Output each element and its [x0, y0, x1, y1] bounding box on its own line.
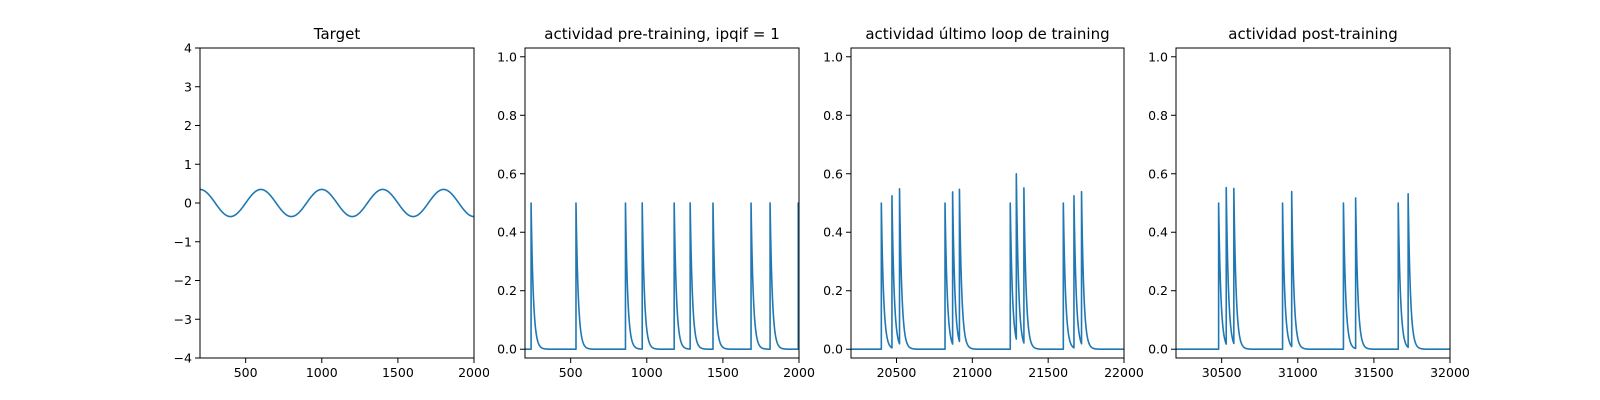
y-tick-label: −4 [174, 351, 192, 366]
y-tick-label: 1.0 [1148, 49, 1168, 64]
y-tick-label: 1 [184, 157, 192, 172]
y-tick-label: 0.4 [1148, 225, 1168, 240]
x-tick-label: 22000 [1104, 365, 1144, 380]
subplot-3: 20500 21000 21500 22000 0.0 0.2 0.4 0.6 0.8 1.0 ac… [823, 25, 1144, 380]
series-line-1-1 [200, 188, 474, 218]
series-line-3-1 [851, 173, 1124, 351]
y-tick-label: −2 [174, 273, 192, 288]
x-tick-label: 500 [234, 365, 258, 380]
y-tick-label: 0.0 [823, 342, 843, 357]
chart-title: actividad pre-training, ipqif = 1 [544, 25, 780, 43]
x-tick-label: 21000 [952, 365, 992, 380]
x-tick-label: 31000 [1278, 365, 1318, 380]
y-tick-label: 0.4 [823, 225, 843, 240]
y-tick-label: 0.6 [823, 166, 843, 181]
x-tick-label: 21500 [1028, 365, 1068, 380]
axes-frame [524, 47, 800, 359]
subplot-2: 500 1000 1500 2000 0.0 0.2 0.4 0.6 0.8 1.0 activid… [497, 25, 815, 380]
y-tick-label: 3 [184, 79, 192, 94]
y-tick-label: 0.6 [1148, 166, 1168, 181]
x-tick-label: 1500 [707, 365, 739, 380]
chart-title: actividad post-training [1228, 25, 1397, 43]
axes-frame [1175, 47, 1451, 359]
y-tick-label: 0.8 [823, 108, 843, 123]
subplot-1: 500 1000 1500 2000 −4 −3 −2 −1 0 1 2 3 4 Target [174, 25, 490, 380]
chart-title: Target [313, 25, 361, 43]
y-tick-label: −1 [174, 234, 192, 249]
y-tick-label: 0.4 [497, 225, 517, 240]
y-tick-label: 0 [184, 196, 192, 211]
x-tick-label: 2000 [783, 365, 815, 380]
x-tick-label: 1000 [306, 365, 338, 380]
y-tick-label: 4 [184, 41, 192, 56]
y-tick-label: 0.0 [1148, 342, 1168, 357]
y-tick-label: 0.8 [1148, 108, 1168, 123]
x-tick-label: 32000 [1430, 365, 1470, 380]
axes-frame [850, 47, 1125, 359]
y-tick-label: 0.2 [823, 283, 843, 298]
y-tick-label: 0.2 [497, 283, 517, 298]
y-tick-label: −3 [174, 312, 192, 327]
subplot-4: 30500 31000 31500 32000 0.0 0.2 0.4 0.6 0.8 1.0 ac… [1148, 25, 1470, 380]
y-tick-label: 0.0 [497, 342, 517, 357]
x-tick-label: 20500 [877, 365, 917, 380]
chart-title: actividad último loop de training [865, 25, 1109, 43]
x-tick-label: 1500 [382, 365, 414, 380]
series-line-4-1 [1176, 186, 1450, 351]
y-tick-label: 0.2 [1148, 283, 1168, 298]
y-tick-label: 2 [184, 118, 192, 133]
x-tick-label: 2000 [458, 365, 490, 380]
x-tick-label: 30500 [1202, 365, 1242, 380]
x-tick-label: 1000 [631, 365, 663, 380]
series-line-2-1 [525, 202, 799, 351]
y-tick-label: 1.0 [823, 49, 843, 64]
x-tick-label: 500 [559, 365, 583, 380]
y-tick-label: 0.8 [497, 108, 517, 123]
y-tick-label: 0.6 [497, 166, 517, 181]
y-tick-label: 1.0 [497, 49, 517, 64]
x-tick-label: 31500 [1354, 365, 1394, 380]
